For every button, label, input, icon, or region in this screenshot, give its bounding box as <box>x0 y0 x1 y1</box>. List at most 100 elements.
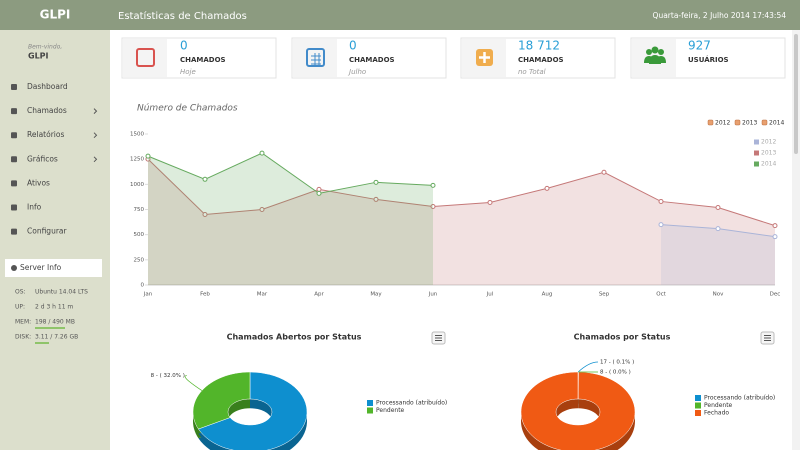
scroll-thumb[interactable] <box>794 34 798 154</box>
data-point[interactable] <box>259 150 265 156</box>
server-key: DISK: <box>15 334 31 341</box>
legend-label[interactable]: Processando (atribuído) <box>704 395 775 402</box>
legend-swatch <box>367 400 373 406</box>
x-tick-label: Jul <box>486 292 494 298</box>
data-point[interactable] <box>373 196 379 202</box>
data-point[interactable] <box>601 169 607 175</box>
slice[interactable] <box>192 371 251 430</box>
mem-bar <box>35 327 65 329</box>
menu-item[interactable]: Chamados <box>27 106 67 115</box>
data-point[interactable] <box>772 234 778 240</box>
menu-item[interactable]: Gráficos <box>27 154 58 163</box>
legend-swatch <box>754 161 759 167</box>
chevron <box>93 108 98 114</box>
legend-label[interactable]: 2012 <box>715 120 730 127</box>
data-point[interactable] <box>430 182 436 188</box>
calendar-grid <box>311 53 321 65</box>
legend-swatch <box>754 150 759 156</box>
legend-label[interactable]: 2014 <box>769 120 784 127</box>
server-info-title: Server Info <box>20 263 62 272</box>
menu-icon <box>435 335 442 341</box>
legend-label[interactable]: Pendente <box>376 407 405 414</box>
legend-swatch <box>695 410 701 416</box>
info-icon <box>11 265 17 271</box>
data-point[interactable] <box>316 190 322 196</box>
x-tick-label: Mar <box>257 292 268 298</box>
data-point[interactable] <box>658 222 664 228</box>
data-point[interactable] <box>259 207 265 212</box>
x-tick-label: Aug <box>542 292 553 298</box>
data-point[interactable] <box>145 153 151 159</box>
legend-checkbox[interactable] <box>707 119 714 126</box>
x-tick-label: Apr <box>314 292 324 298</box>
chevron <box>93 156 98 163</box>
menu-item[interactable]: Info <box>27 203 42 212</box>
scrollbar <box>792 30 800 450</box>
server-value: 198 / 490 MB <box>35 319 75 326</box>
y-tick-label: 0 <box>141 283 145 289</box>
series-area <box>661 224 775 285</box>
data-point[interactable] <box>715 204 721 210</box>
welcome: Bem-vindo, <box>28 44 62 51</box>
brand[interactable]: GLPI <box>40 8 71 22</box>
card-label: USUÁRIOS <box>688 55 729 64</box>
legend-label[interactable]: 2014 <box>761 161 776 168</box>
card-value: 18 712 <box>518 39 560 53</box>
x-tick-label: Nov <box>713 292 724 298</box>
legend-label[interactable]: Pendente <box>704 402 733 409</box>
data-point[interactable] <box>202 176 208 182</box>
data-point[interactable] <box>202 212 208 218</box>
x-tick-label: Sep <box>599 292 610 298</box>
page-title: Estatísticas de Chamados <box>118 10 247 22</box>
card-icon-box <box>123 39 167 77</box>
calendar-icon <box>306 48 325 67</box>
y-tick-label: 750 <box>134 207 145 213</box>
menu-item[interactable]: Ativos <box>27 178 50 187</box>
legend-swatch <box>367 407 373 414</box>
menu-icon <box>11 156 17 163</box>
menu-item[interactable]: Dashboard <box>27 82 68 91</box>
data-point[interactable] <box>430 203 436 209</box>
x-tick-label: Oct <box>656 292 666 298</box>
disk-bar <box>35 342 49 344</box>
menu-item[interactable]: Relatórios <box>27 130 64 139</box>
legend-label[interactable]: Processando (atribuído) <box>376 400 447 407</box>
legend-checkbox[interactable] <box>734 119 741 126</box>
menu-icon <box>11 180 17 187</box>
chevron <box>93 132 98 139</box>
data-label: 17 - ( 0.1% ) <box>600 360 634 366</box>
calendar-icon <box>136 48 155 67</box>
card-sub: no Total <box>518 68 546 76</box>
data-point[interactable] <box>715 226 721 232</box>
legend-swatch <box>695 395 701 401</box>
series-line <box>147 158 776 227</box>
data-point[interactable] <box>487 199 493 205</box>
slice[interactable] <box>198 371 308 450</box>
menu-item[interactable]: Configurar <box>27 227 67 236</box>
menu-icon <box>11 228 17 235</box>
legend-label[interactable]: 2013 <box>742 120 757 127</box>
server-key: MEM: <box>15 319 31 326</box>
card-sub: Hoje <box>180 68 196 76</box>
data-point[interactable] <box>772 223 778 229</box>
legend-label[interactable]: 2013 <box>761 150 776 157</box>
legend-label[interactable]: 2012 <box>761 139 776 146</box>
menu-icon <box>11 132 17 139</box>
data-point[interactable] <box>316 186 322 192</box>
data-point[interactable] <box>373 179 379 185</box>
x-tick-label: Feb <box>200 292 210 298</box>
slice[interactable] <box>520 371 636 450</box>
data-point[interactable] <box>658 198 664 204</box>
x-tick-label: Dec <box>770 292 781 298</box>
data-label: 8 - ( 32.0% ) <box>151 373 185 379</box>
chart-title: Chamados Abertos por Status <box>227 333 362 342</box>
chart-title: Número de Chamados <box>137 104 238 114</box>
data-label: 8 - ( 0.0% ) <box>600 370 631 376</box>
y-tick-label: 500 <box>134 232 145 238</box>
legend-label[interactable]: Fechado <box>704 410 729 417</box>
menu-icon <box>764 335 771 341</box>
legend-checkbox[interactable] <box>761 119 768 126</box>
data-point[interactable] <box>544 185 550 191</box>
